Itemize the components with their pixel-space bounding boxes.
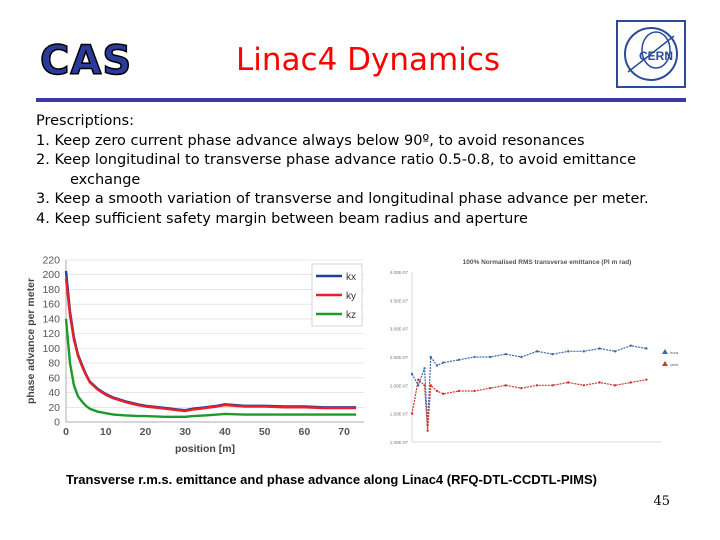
series-point-horizontal <box>442 361 445 364</box>
series-point-vertical <box>629 381 632 384</box>
y-axis-label: phase advance per meter <box>25 278 37 404</box>
series-point-vertical <box>426 429 429 432</box>
prescription-item: 1. Keep zero current phase advance alway… <box>36 132 585 149</box>
x-tick-label: 20 <box>140 426 152 438</box>
page-title: Linac4 Dynamics <box>236 42 501 78</box>
series-line-horizontal <box>411 345 647 426</box>
emittance-chart-title: 100% Normalised RMS transverse emittance… <box>463 259 632 266</box>
series-point-horizontal <box>457 358 461 362</box>
series-point-horizontal <box>473 355 476 359</box>
y-tick-label: 4.00E-07 <box>390 270 409 275</box>
legend-marker-horizontal <box>662 349 668 354</box>
y-tick-label: 160 <box>42 299 60 311</box>
series-point-vertical <box>442 392 445 396</box>
prescription-item: 4. Keep sufficient safety margin between… <box>36 210 528 227</box>
y-tick-label: 60 <box>48 372 60 384</box>
series-point-vertical <box>535 384 539 387</box>
series-point-vertical <box>410 412 414 415</box>
y-tick-label: 1.00E-07 <box>390 440 409 445</box>
series-point-vertical <box>645 378 648 381</box>
x-tick-label: 10 <box>100 426 112 438</box>
y-tick-label: 100 <box>42 343 60 355</box>
y-tick-label: 1.50E-07 <box>390 412 409 417</box>
series-point-horizontal <box>429 355 432 359</box>
prescription-item: 2. Keep longitudinal to transverse phase… <box>36 152 637 168</box>
series-point-vertical <box>582 384 586 387</box>
cas-logo: CAS <box>39 38 133 84</box>
series-point-vertical <box>567 381 570 384</box>
series-point-horizontal <box>551 352 554 356</box>
series-point-horizontal <box>535 350 539 353</box>
series-point-horizontal <box>435 364 439 367</box>
series-point-vertical <box>417 378 420 381</box>
prescriptions-block: Prescriptions: 1. Keep zero current phas… <box>36 112 696 229</box>
legend-marker-vertical <box>662 361 668 366</box>
cern-logo-text: CERN <box>639 49 673 63</box>
prescription-item-continuation: exchange <box>70 171 141 188</box>
series-line-vertical <box>411 378 647 431</box>
series-point-horizontal <box>520 355 523 359</box>
series-point-vertical <box>504 384 507 387</box>
series-point-vertical <box>423 384 426 387</box>
series-point-vertical <box>435 389 439 393</box>
figure-caption: Transverse r.m.s. emittance and phase ad… <box>66 472 597 487</box>
y-tick-label: 120 <box>42 328 60 340</box>
x-tick-label: 0 <box>63 426 69 438</box>
phase-advance-chart: 0 20 40 60 80 100 120 140 160 180 200 220 0 10 20 30 40 5… <box>24 250 374 462</box>
series-point-horizontal <box>488 355 492 359</box>
y-tick-label: 2.50E-07 <box>390 355 409 360</box>
header-rule <box>36 98 686 102</box>
series-point-vertical <box>429 384 432 387</box>
series-point-horizontal <box>598 347 601 350</box>
y-tick-label: 3.50E-07 <box>390 298 409 303</box>
series-point-vertical <box>457 389 461 393</box>
series-point-vertical <box>551 384 554 387</box>
series-point-horizontal <box>629 344 632 347</box>
series-point-vertical <box>488 386 492 390</box>
x-tick-label: 70 <box>338 426 350 438</box>
y-tick-label: 2.00E-07 <box>390 383 409 388</box>
x-tick-label: 60 <box>299 426 311 438</box>
series-point-horizontal <box>423 367 426 370</box>
series-point-horizontal <box>613 350 617 353</box>
series-point-horizontal <box>410 372 414 376</box>
legend-label-ky: ky <box>346 291 356 302</box>
x-axis-label: position [m] <box>175 443 235 455</box>
page-number: 45 <box>653 494 670 509</box>
y-tick-label: 40 <box>48 387 60 399</box>
series-point-horizontal <box>504 352 507 356</box>
y-tick-label: 3.00E-07 <box>390 327 409 332</box>
plot-area <box>412 272 662 442</box>
y-tick-label: 220 <box>42 255 60 267</box>
y-tick-label: 80 <box>48 358 60 370</box>
x-tick-label: 40 <box>219 426 231 438</box>
series-point-vertical <box>520 386 523 390</box>
series-point-vertical <box>473 389 476 393</box>
series-point-horizontal <box>645 347 648 350</box>
y-tick-label: 140 <box>42 313 60 325</box>
prescription-item: 3. Keep a smooth variation of transverse… <box>36 191 649 207</box>
series-point-vertical <box>613 384 617 387</box>
legend-label-kz: kz <box>346 310 356 321</box>
series-line-ky <box>64 278 357 413</box>
y-tick-label: 20 <box>48 402 60 414</box>
series-line-kz <box>64 318 357 418</box>
prescriptions-heading: Prescriptions: <box>36 113 134 129</box>
y-tick-label: 180 <box>42 284 60 296</box>
x-tick-label: 50 <box>259 426 271 438</box>
series-point-horizontal <box>567 350 570 353</box>
series-point-horizontal <box>582 350 586 353</box>
emittance-chart: 100% Normalised RMS transverse emittance… <box>372 252 688 464</box>
legend-label-horizontal: horizontal <box>670 350 678 355</box>
legend-label-kx: kx <box>346 272 356 283</box>
cern-logo: CERN <box>616 20 686 88</box>
y-tick-label: 0 <box>54 417 60 429</box>
x-tick-label: 30 <box>179 426 191 438</box>
series-point-vertical <box>598 381 601 384</box>
y-tick-label: 200 <box>42 269 60 281</box>
legend-label-vertical: vertical <box>670 362 678 367</box>
